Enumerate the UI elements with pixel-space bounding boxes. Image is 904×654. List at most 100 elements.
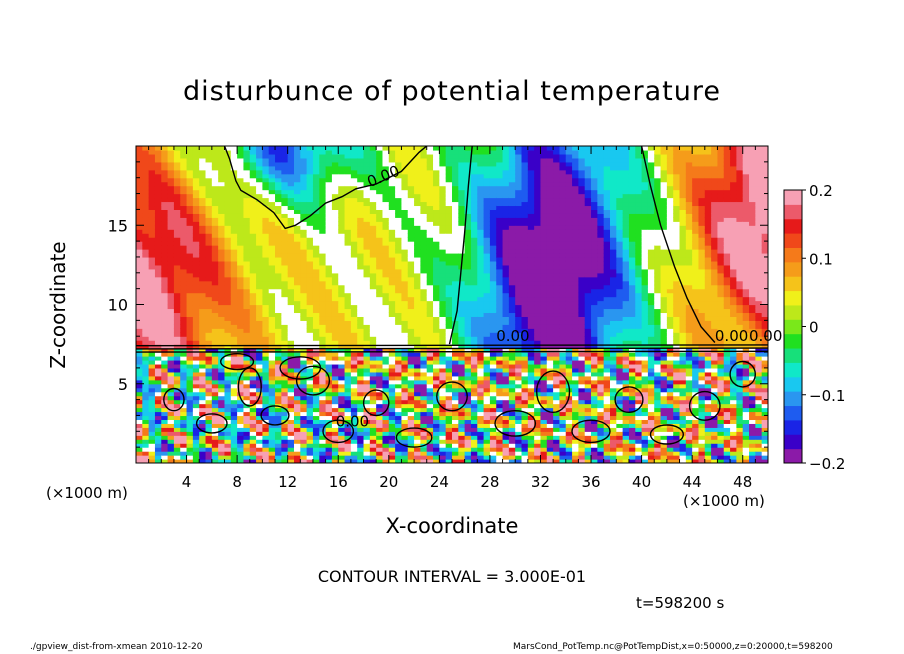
- heatmap-cell: [344, 352, 352, 357]
- heatmap-cell: [300, 451, 308, 456]
- heatmap-cell: [167, 260, 175, 266]
- heatmap-cell: [312, 439, 320, 444]
- heatmap-cell: [344, 308, 352, 314]
- heatmap-cell: [211, 233, 219, 238]
- heatmap-cell: [331, 221, 339, 226]
- heatmap-cell: [388, 431, 396, 436]
- heatmap-cell: [230, 300, 238, 306]
- heatmap-cell: [167, 292, 175, 298]
- heatmap-cell: [350, 213, 358, 218]
- heatmap-cell: [433, 185, 440, 191]
- heatmap-cell: [477, 367, 485, 373]
- heatmap-cell: [357, 387, 365, 393]
- heatmap-cell: [224, 431, 232, 436]
- heatmap-cell: [275, 324, 282, 329]
- heatmap-cell: [268, 256, 276, 262]
- heatmap-cell: [445, 328, 453, 333]
- heatmap-cell: [142, 371, 150, 377]
- heatmap-cell: [395, 455, 403, 460]
- heatmap-cell: [388, 371, 396, 377]
- heatmap-cell: [401, 459, 409, 463]
- heatmap-cell: [275, 371, 282, 377]
- heatmap-cell: [521, 356, 529, 361]
- heatmap-cell: [218, 245, 226, 250]
- heatmap-cell: [243, 320, 251, 325]
- heatmap-cell: [477, 399, 485, 405]
- heatmap-cell: [445, 189, 453, 195]
- heatmap-cell: [237, 288, 245, 294]
- heatmap-cell: [199, 272, 207, 278]
- heatmap-cell: [527, 411, 535, 417]
- heatmap-cell: [439, 304, 447, 310]
- heatmap-cell: [401, 241, 409, 246]
- heatmap-cell: [439, 356, 447, 361]
- heatmap-cell: [477, 387, 485, 393]
- heatmap-cell: [407, 268, 415, 274]
- heatmap-cell: [224, 312, 232, 317]
- heatmap-cell: [338, 249, 346, 254]
- heatmap-cell: [527, 371, 535, 377]
- heatmap-cell: [205, 237, 213, 242]
- heatmap-cell: [407, 447, 415, 452]
- heatmap-cell: [452, 280, 459, 286]
- heatmap-cell: [154, 209, 162, 214]
- heatmap-cell: [173, 213, 181, 218]
- heatmap-cell: [395, 209, 403, 214]
- heatmap-cell: [243, 344, 251, 349]
- heatmap-cell: [237, 292, 245, 298]
- heatmap-cell: [331, 304, 339, 310]
- heatmap-cell: [199, 352, 207, 357]
- heatmap-cell: [243, 217, 251, 222]
- heatmap-cell: [401, 431, 409, 436]
- heatmap-cell: [439, 371, 447, 377]
- heatmap-cell: [338, 375, 346, 381]
- heatmap-cell: [433, 399, 440, 405]
- heatmap-cell: [363, 328, 371, 333]
- heatmap-cell: [249, 217, 257, 222]
- heatmap-cell: [483, 304, 491, 310]
- heatmap-cell: [237, 312, 245, 317]
- heatmap-cell: [508, 459, 516, 463]
- heatmap-cell: [192, 237, 200, 242]
- heatmap-cell: [287, 169, 295, 175]
- heatmap-cell: [401, 451, 409, 456]
- heatmap-cell: [407, 146, 415, 151]
- heatmap-cell: [243, 264, 251, 270]
- heatmap-cell: [243, 371, 251, 377]
- heatmap-cell: [395, 312, 403, 317]
- heatmap-cell: [237, 161, 245, 167]
- heatmap-cell: [401, 387, 409, 393]
- heatmap-cell: [154, 189, 162, 195]
- heatmap-cell: [369, 209, 377, 214]
- heatmap-cell: [262, 431, 270, 436]
- heatmap-cell: [426, 272, 434, 278]
- heatmap-cell: [148, 205, 156, 210]
- heatmap-cell: [407, 367, 415, 373]
- heatmap-cell: [338, 177, 346, 183]
- heatmap-cell: [224, 205, 232, 210]
- heatmap-cell: [420, 260, 428, 266]
- heatmap-cell: [331, 241, 339, 246]
- heatmap-cell: [344, 181, 352, 187]
- heatmap-cell: [407, 427, 415, 432]
- heatmap-cell: [173, 153, 181, 159]
- heatmap-cell: [281, 447, 289, 452]
- heatmap-cell: [173, 387, 181, 393]
- heatmap-cell: [249, 348, 257, 353]
- heatmap-cell: [401, 308, 409, 314]
- heatmap-cell: [142, 427, 150, 432]
- heatmap-cell: [243, 348, 251, 353]
- heatmap-cell: [458, 399, 466, 405]
- heatmap-cell: [243, 324, 251, 329]
- heatmap-cell: [433, 173, 440, 179]
- heatmap-cell: [439, 233, 447, 238]
- heatmap-cell: [338, 383, 346, 389]
- heatmap-cell: [515, 209, 523, 214]
- heatmap-cell: [489, 308, 497, 314]
- heatmap-cell: [256, 411, 263, 417]
- heatmap-cell: [521, 435, 529, 440]
- heatmap-cell: [489, 296, 497, 302]
- heatmap-cell: [445, 173, 453, 179]
- heatmap-cell: [331, 403, 339, 409]
- heatmap-cell: [388, 237, 396, 242]
